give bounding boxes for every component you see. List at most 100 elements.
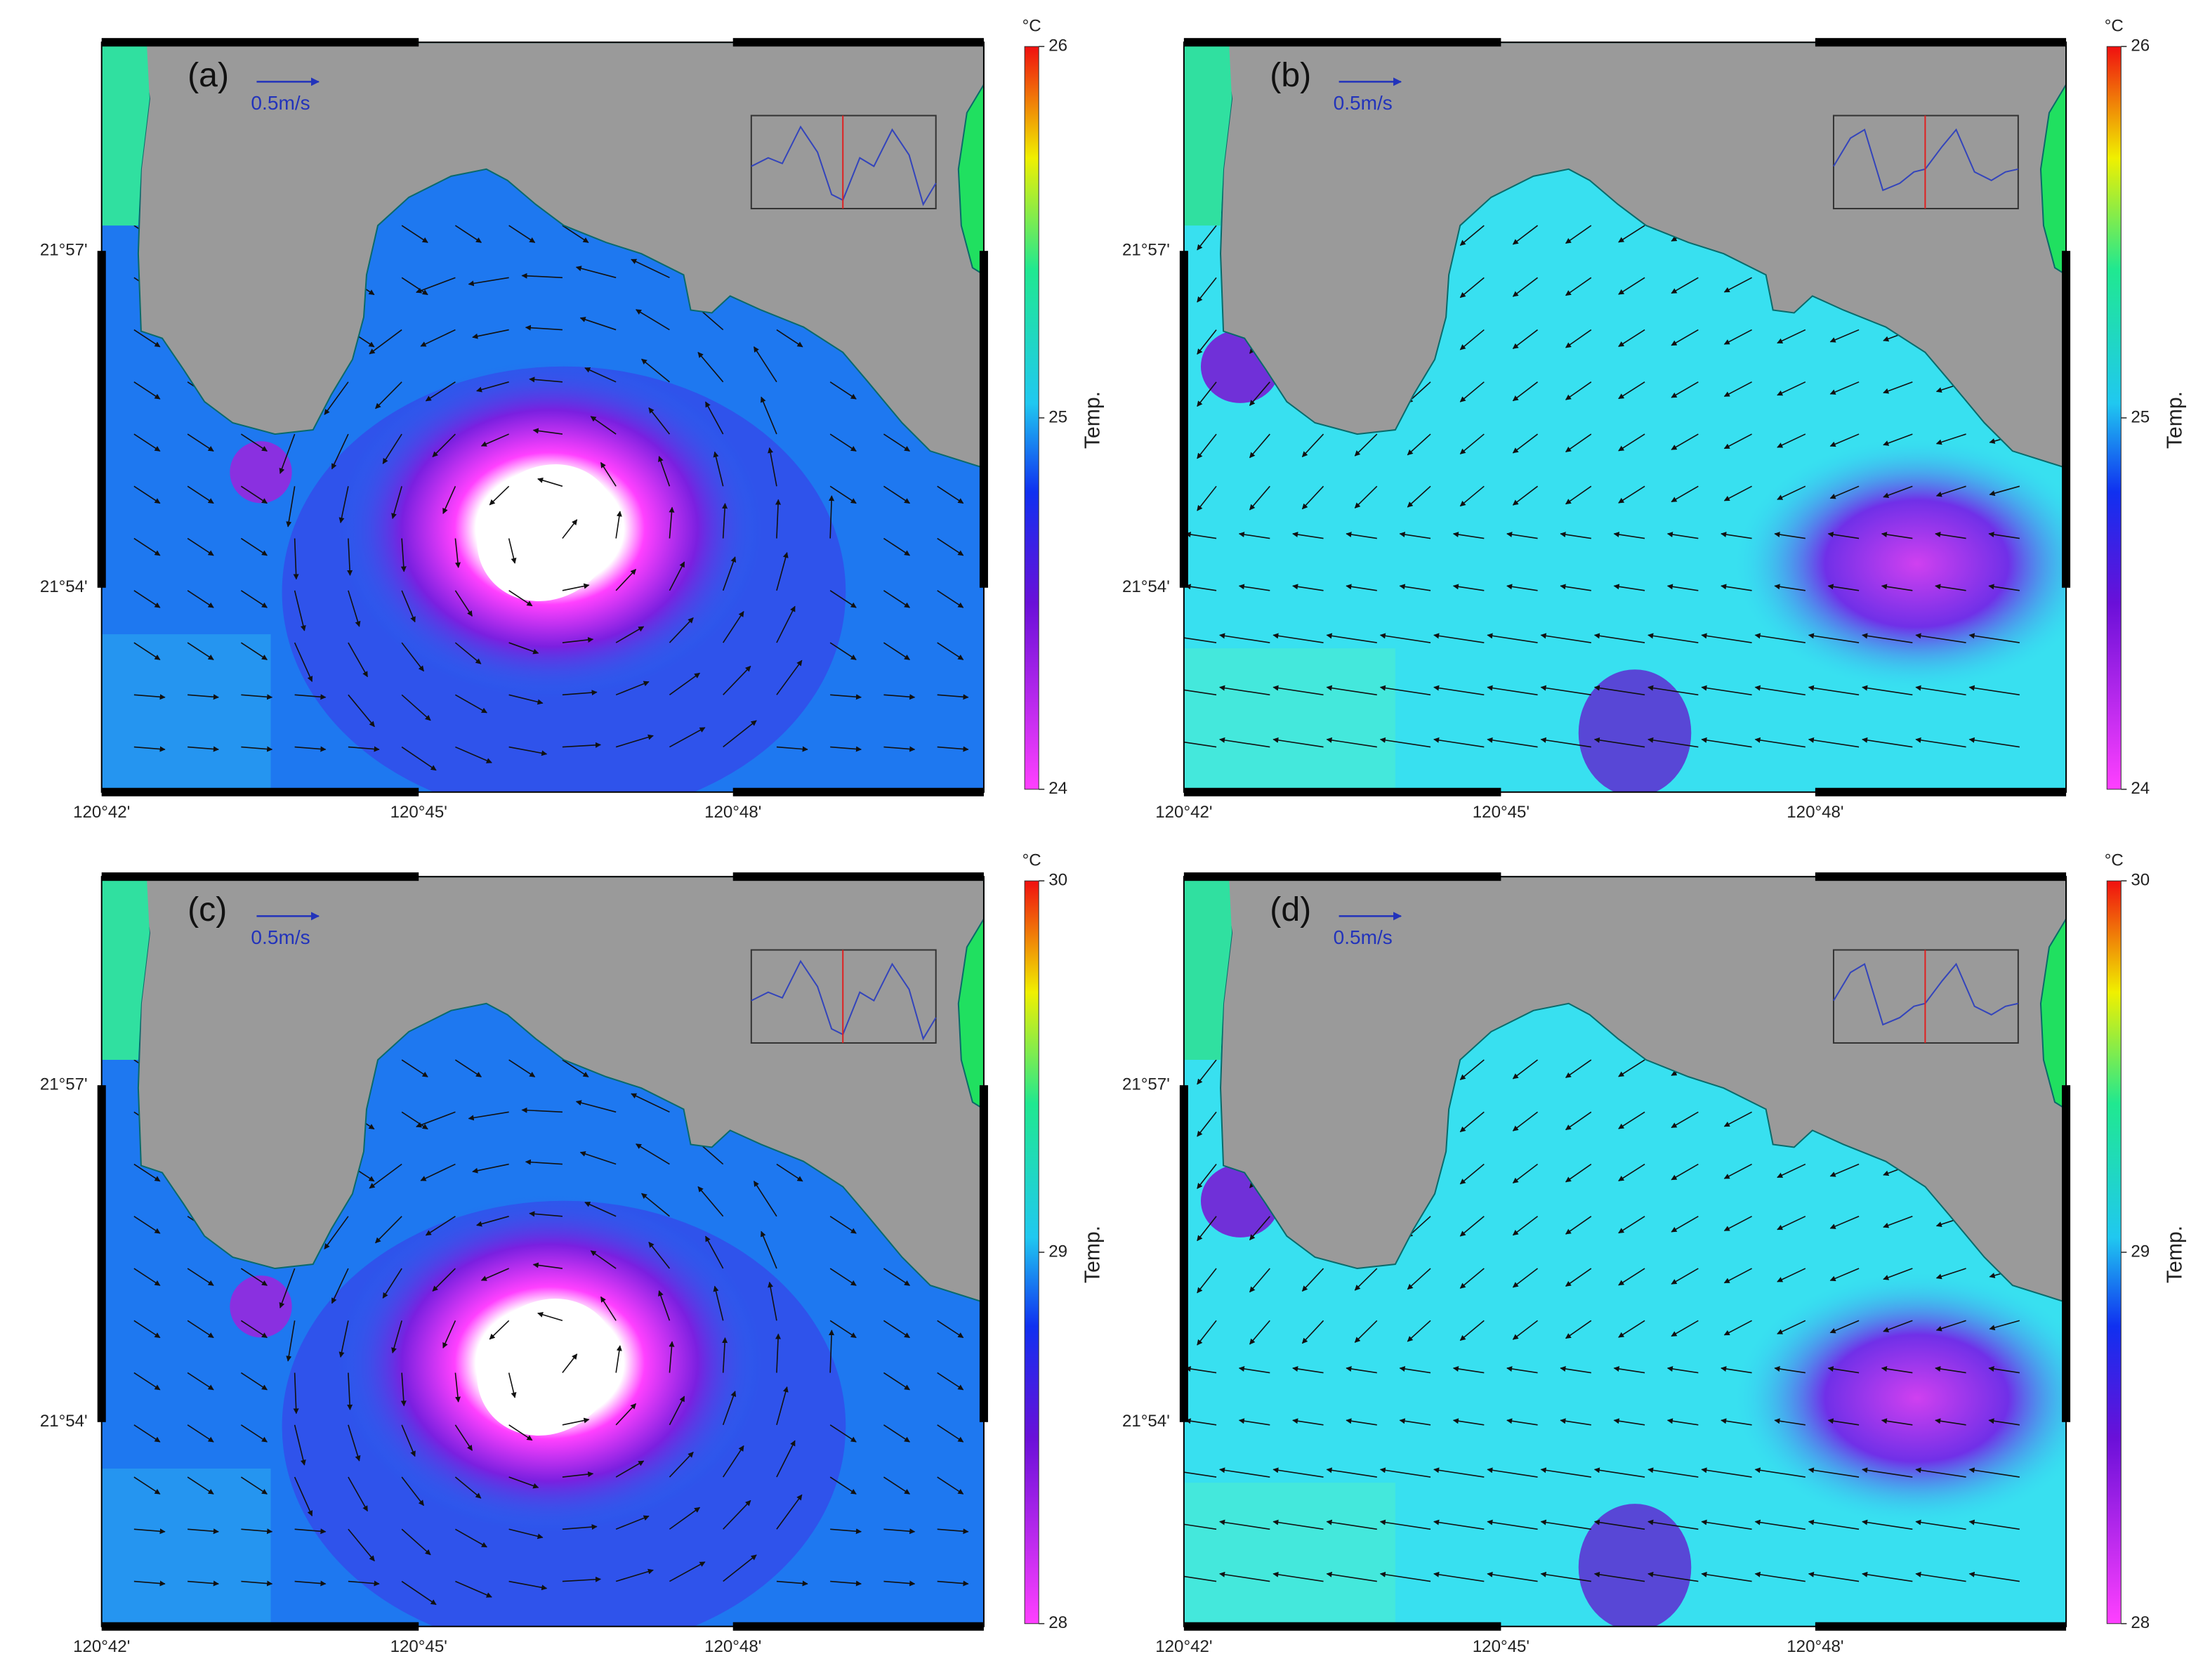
- current-vector: [454, 1424, 473, 1451]
- current-vector: [133, 485, 161, 504]
- current-vector: [476, 381, 509, 393]
- scale-label: 0.5m/s: [251, 92, 310, 114]
- current-vector: [529, 1211, 563, 1217]
- current-vector: [240, 1372, 268, 1391]
- current-vector: [187, 1320, 214, 1339]
- current-vector: [1829, 433, 1860, 447]
- current-vector: [1777, 1163, 1806, 1179]
- current-vector: [240, 433, 268, 452]
- x-tick-label: 120°42': [1155, 803, 1212, 822]
- current-vector: [400, 1372, 407, 1407]
- current-vector: [294, 590, 306, 631]
- current-vector: [776, 1440, 796, 1478]
- current-vector: [1540, 633, 1591, 643]
- current-vector: [420, 1163, 456, 1181]
- current-vector: [1565, 1059, 1592, 1078]
- current-vector: [1219, 1519, 1270, 1530]
- current-vector: [401, 225, 428, 243]
- current-vector: [1512, 277, 1539, 297]
- current-vector: [1487, 685, 1538, 696]
- current-vector: [1379, 633, 1431, 643]
- current-vector: [294, 1580, 327, 1587]
- current-vector: [1565, 1320, 1592, 1339]
- current-vector: [575, 1100, 617, 1113]
- current-vector: [1433, 685, 1485, 696]
- current-vector: [188, 1528, 219, 1535]
- current-vector: [454, 1059, 482, 1077]
- current-vector: [1988, 1418, 2020, 1426]
- current-vector: [454, 1372, 461, 1403]
- current-vector: [1292, 584, 1324, 591]
- colorbar-tick-label: 30: [2131, 871, 2150, 890]
- current-vector: [562, 742, 601, 748]
- panel-label: (b): [1270, 56, 1311, 94]
- current-vector: [1512, 433, 1539, 454]
- current-vector: [1862, 1571, 1913, 1582]
- current-vector: [1219, 685, 1270, 696]
- current-vector: [631, 1093, 670, 1113]
- current-vector: [133, 1580, 166, 1587]
- current-vector: [615, 511, 622, 539]
- current-vector: [331, 433, 349, 470]
- current-vector: [240, 1424, 268, 1443]
- current-vector: [525, 324, 563, 331]
- current-vector: [1399, 1418, 1431, 1426]
- current-vector: [579, 317, 617, 331]
- current-vector: [1540, 1467, 1591, 1478]
- y-tick-label: 21°57': [40, 1075, 88, 1094]
- current-vector: [1301, 485, 1324, 510]
- current-vector: [776, 329, 803, 348]
- land-green: [1183, 877, 1232, 1061]
- current-vector: [1754, 1571, 1806, 1582]
- current-vector: [723, 1554, 757, 1582]
- current-vector: [241, 1528, 273, 1535]
- current-vector: [480, 433, 509, 447]
- frame-bar: [97, 1085, 106, 1422]
- current-vector: [472, 1163, 509, 1174]
- current-vector: [1512, 381, 1539, 402]
- current-vector: [1459, 1059, 1485, 1080]
- current-vector: [1560, 1418, 1591, 1426]
- current-vector: [347, 538, 353, 576]
- current-vector: [1249, 381, 1270, 406]
- current-vector: [1433, 633, 1485, 643]
- current-vector: [240, 642, 268, 660]
- current-vector: [883, 590, 911, 608]
- current-vector: [883, 1320, 911, 1339]
- current-vector: [476, 1216, 509, 1227]
- current-vector: [669, 1452, 694, 1478]
- land-green: [2039, 917, 2067, 1110]
- current-vector: [1272, 1571, 1324, 1582]
- current-vector: [1399, 532, 1431, 539]
- current-vector: [133, 1216, 161, 1234]
- current-vector: [1613, 1366, 1645, 1374]
- current-vector: [590, 416, 617, 435]
- current-vector: [1754, 685, 1806, 696]
- current-vector: [1808, 1571, 1860, 1582]
- current-vector: [1754, 633, 1806, 643]
- current-vector: [937, 1424, 964, 1443]
- current-vector: [1613, 1418, 1645, 1426]
- current-vector: [416, 1111, 456, 1128]
- current-vector: [1666, 1418, 1699, 1426]
- current-vector: [1671, 381, 1699, 398]
- current-vector: [454, 225, 482, 243]
- current-vector: [1249, 1268, 1270, 1293]
- frame-bar: [101, 38, 419, 47]
- current-vector: [1459, 1163, 1485, 1185]
- current-vector: [883, 1580, 916, 1587]
- current-vector: [579, 1151, 617, 1165]
- current-vector: [575, 265, 617, 279]
- colorbar-title: Temp.: [1081, 391, 1104, 449]
- x-tick-label: 120°48': [704, 803, 761, 822]
- current-vector: [1249, 1216, 1270, 1240]
- current-vector: [240, 1476, 268, 1495]
- current-vector: [1197, 277, 1217, 303]
- current-vector: [1219, 1571, 1270, 1582]
- current-vector: [1433, 1519, 1485, 1530]
- current-vector: [1459, 381, 1485, 402]
- current-vector: [562, 690, 598, 696]
- current-vector: [641, 358, 670, 383]
- current-vector: [1399, 1366, 1431, 1374]
- current-vector: [1219, 633, 1270, 643]
